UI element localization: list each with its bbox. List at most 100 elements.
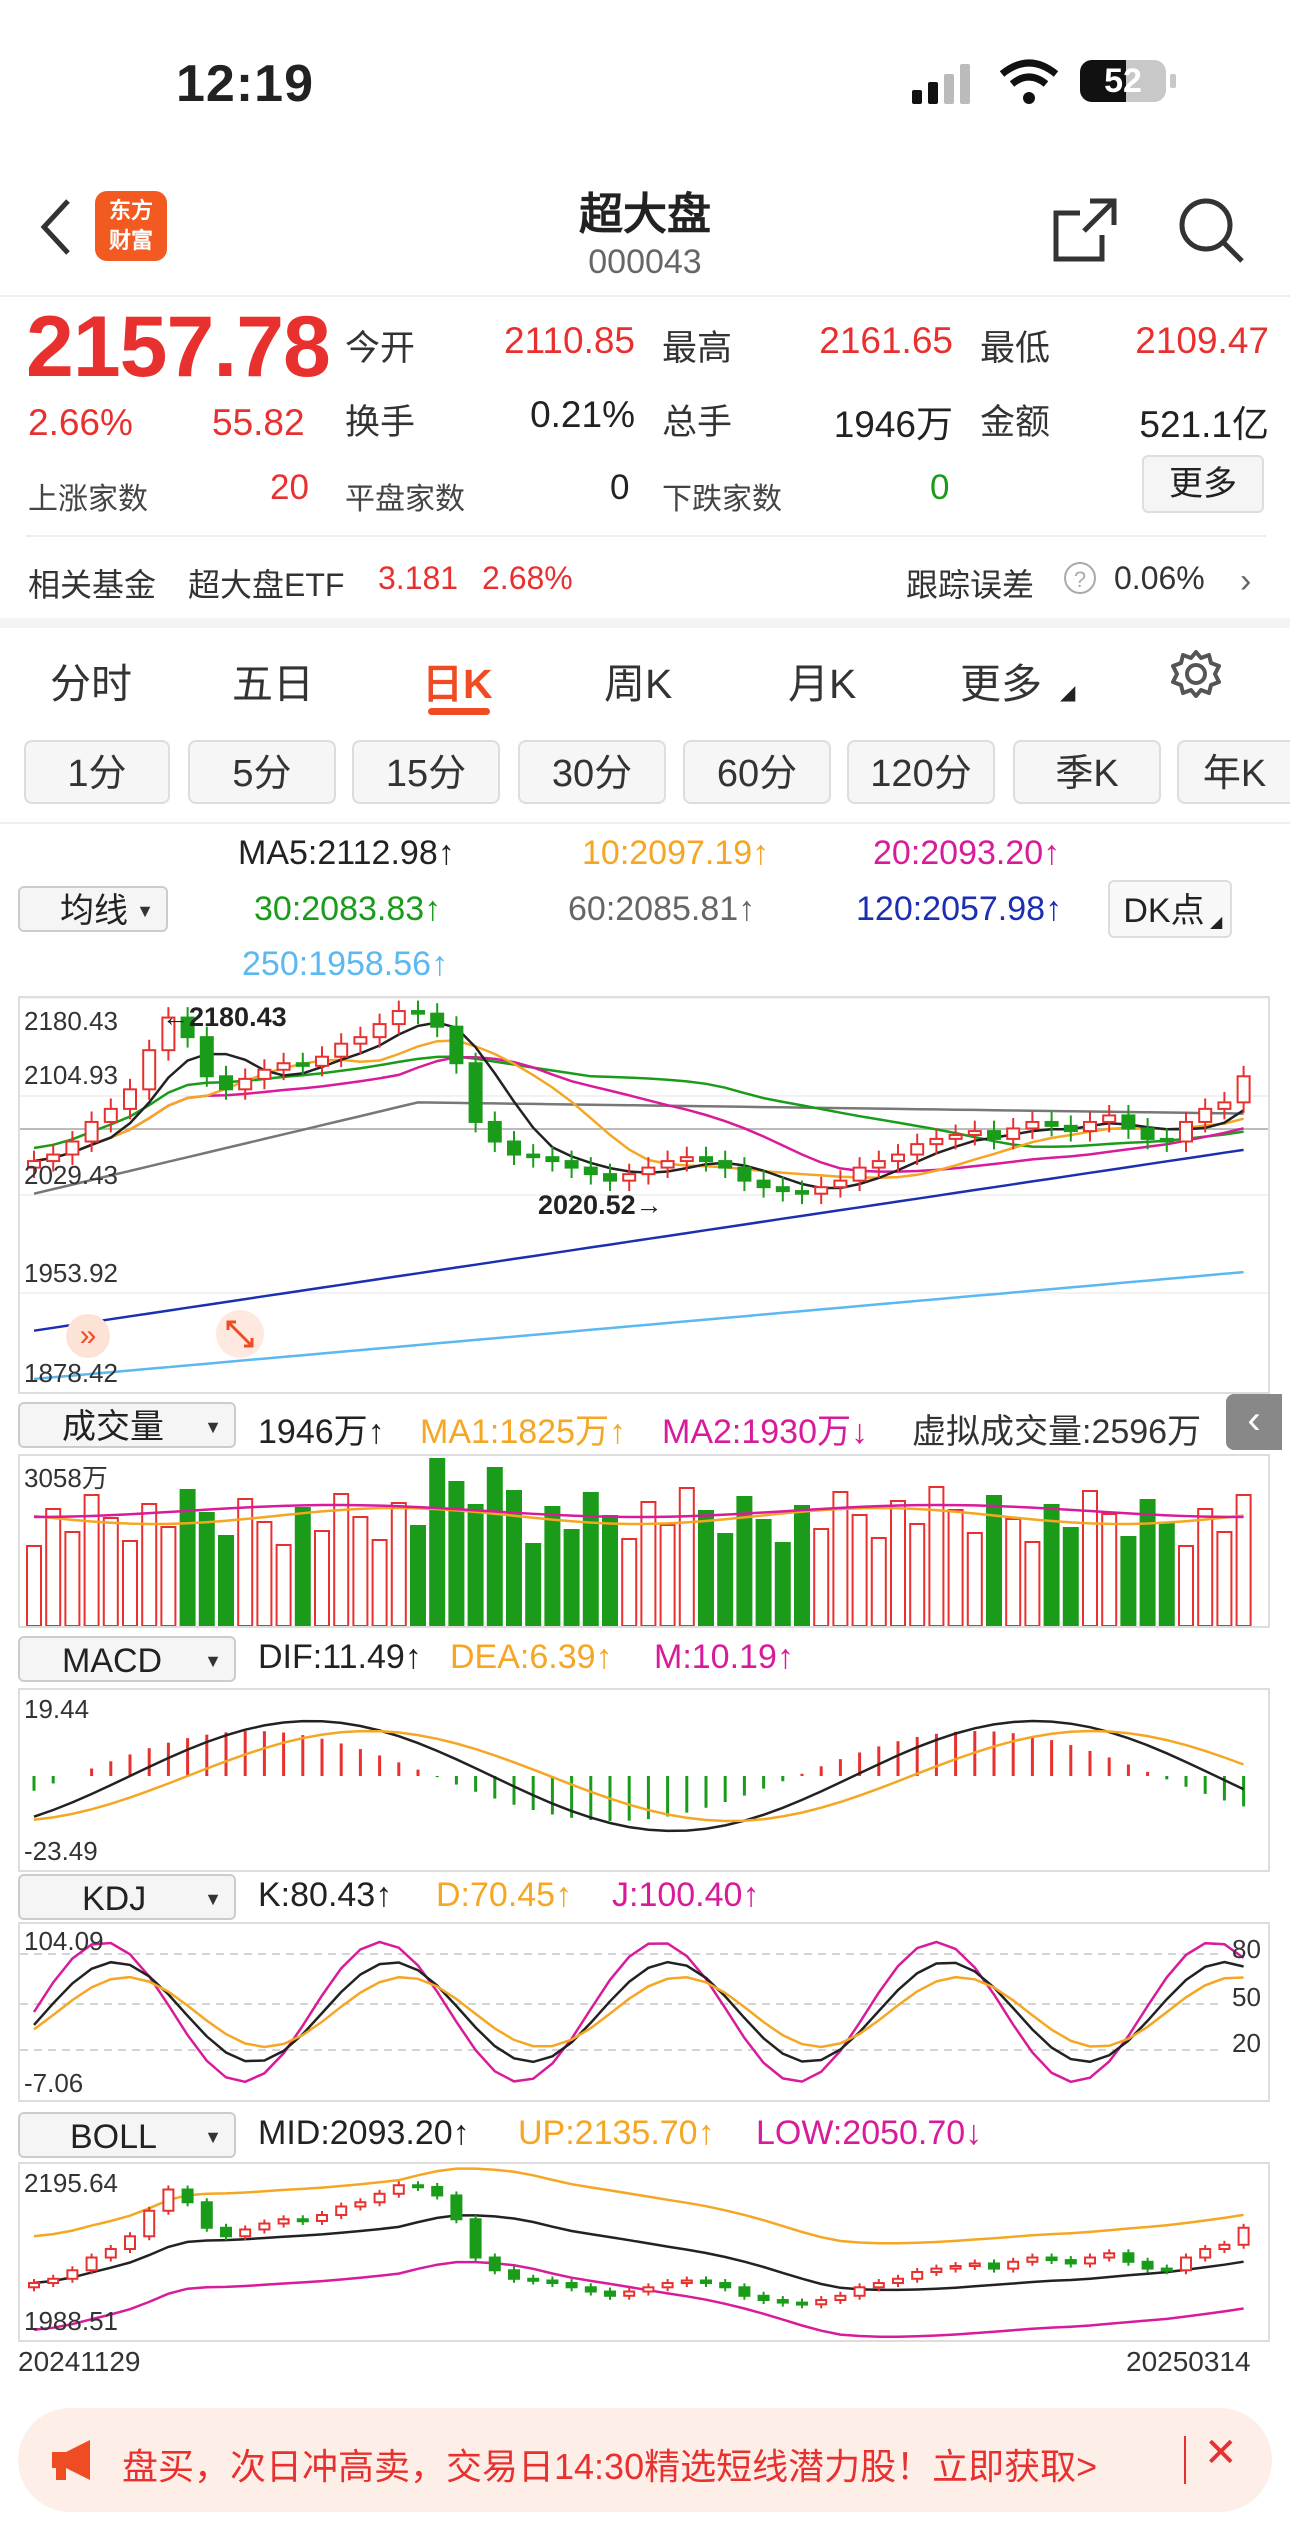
fullscreen-icon[interactable] [216,1310,264,1358]
flat-count: 0 [610,468,630,507]
expand-left-icon[interactable]: » [66,1314,110,1358]
start-date: 20241129 [18,2346,141,2377]
fund-price: 3.181 [378,560,459,596]
tab-more[interactable]: 更多 [960,661,1042,707]
low-label: 最低 [980,329,1051,368]
up-count-label: 上涨家数 [28,483,148,516]
kdj-d: D:70.45↑ [436,1876,573,1914]
down-count-label: 下跌家数 [662,483,782,516]
down-count: 0 [930,468,950,507]
top-nav: 东方 财富 超大盘 000043 [0,175,1290,297]
fund-label: 相关基金 [28,567,157,603]
more-button[interactable]: 更多 [1142,455,1264,513]
fund-pct: 2.68% [482,560,573,596]
period-30min[interactable]: 30分 [518,740,666,804]
macd-chart: 19.44 -23.49 [18,1688,1270,1872]
ma120-label: 120:2057.98↑ [856,890,1063,928]
change-amount: 55.82 [212,402,305,443]
megaphone-icon [46,2436,106,2489]
kdj-chart: 104.09 -7.06 80 50 20 [18,1922,1270,2102]
virtual-volume: 虚拟成交量:2596万 [912,1413,1202,1451]
search-icon[interactable] [1176,195,1246,270]
page-title: 超大盘 [579,190,711,239]
signal-icon [912,62,976,106]
ma-selector[interactable]: 均线 [18,886,168,934]
kdj-j: J:100.40↑ [612,1876,760,1914]
tracking-value: 0.06% [1114,560,1205,596]
tab-weekly-k[interactable]: 周K [604,661,673,707]
period-1min[interactable]: 1分 [24,740,170,804]
kdj-ref-50: 50 [1232,1982,1261,2012]
ma20-label: 20:2093.20↑ [873,834,1061,872]
boll-mid: MID:2093.20↑ [258,2114,470,2152]
volume-selector[interactable]: 成交量 [18,1402,236,1450]
period-5min[interactable]: 5分 [188,740,336,804]
high-label: 最高 [662,329,733,368]
kdj-ref-20: 20 [1232,2028,1261,2058]
ma60-label: 60:2085.81↑ [568,890,756,928]
turnover-label: 换手 [345,403,416,442]
macd-axis-bottom: -23.49 [24,1836,98,1866]
min-price-note: 2020.52→ [538,1190,663,1220]
kline-axis-4: 1953.92 [24,1258,118,1288]
boll-axis-top: 2195.64 [24,2168,118,2198]
ma30-label: 30:2083.83↑ [254,890,442,928]
promo-banner[interactable]: 盘买，次日冲高卖，交易日14:30精选短线潜力股！立即获取> ✕ [18,2408,1272,2512]
ma10-label: 10:2097.19↑ [582,834,770,872]
fund-name[interactable]: 超大盘ETF [188,567,345,603]
chevron-right-icon[interactable]: › [1240,562,1252,600]
battery-icon: 52 [1080,60,1176,102]
app-logo[interactable]: 东方 财富 [95,191,167,261]
volume-ma1: MA1:1825万↑ [420,1413,626,1451]
settings-gear-icon[interactable] [1170,648,1222,705]
share-icon[interactable] [1050,195,1120,270]
battery-level: 52 [1104,62,1142,100]
kdj-selector[interactable]: KDJ [18,1874,236,1922]
period-60min[interactable]: 60分 [683,740,831,804]
back-icon[interactable] [36,197,76,262]
volume-value: 1946万 [833,404,953,445]
period-120min[interactable]: 120分 [847,740,995,804]
kdj-ref-80: 80 [1232,1934,1261,1964]
kline-axis-2: 2104.93 [24,1060,118,1090]
macd-m: M:10.19↑ [654,1638,794,1676]
kdj-axis-bottom: -7.06 [24,2068,84,2098]
macd-selector[interactable]: MACD [18,1636,236,1684]
collapse-left-icon[interactable]: ‹ [1226,1394,1282,1450]
boll-axis-bottom: 1988.51 [24,2306,118,2336]
help-icon[interactable]: ? [1064,562,1096,594]
kdj-k: K:80.43↑ [258,1876,393,1914]
ma250-label: 250:1958.56↑ [242,945,449,983]
turnover-value: 0.21% [530,394,635,435]
amount-label: 金额 [980,403,1051,442]
tab-five-day[interactable]: 五日 [232,661,314,707]
amount-value: 521.1亿 [1139,404,1269,445]
kline-chart[interactable]: 2180.43 2104.93 2029.43 1953.92 1878.42 … [18,996,1270,1394]
high-value: 2161.65 [819,320,953,361]
volume-label: 总手 [662,403,733,442]
promo-text[interactable]: 盘买，次日冲高卖，交易日14:30精选短线潜力股！立即获取> [122,2446,1098,2487]
period-15min[interactable]: 15分 [352,740,500,804]
boll-up: UP:2135.70↑ [518,2114,715,2152]
dk-button[interactable]: DK点 [1108,880,1232,938]
change-percent: 2.66% [28,402,133,443]
open-label: 今开 [345,329,416,368]
close-icon[interactable]: ✕ [1204,2431,1238,2475]
tab-monthly-k[interactable]: 月K [788,661,857,707]
dk-corner-icon: ◢ [1210,914,1223,931]
active-tab-indicator [428,708,490,715]
status-bar: 12:19 52 [0,0,1290,175]
max-price-note: ←2180.43 [162,1002,287,1032]
stock-code: 000043 [588,243,702,281]
tab-daily-k[interactable]: 日K [422,661,493,707]
boll-chart: 2195.64 1988.51 [18,2162,1270,2342]
macd-dea: DEA:6.39↑ [450,1638,613,1676]
period-quarter-k[interactable]: 季K [1013,740,1161,804]
kline-axis-3: 2029.43 [24,1160,118,1190]
boll-selector[interactable]: BOLL [18,2112,236,2160]
boll-low: LOW:2050.70↓ [756,2114,983,2152]
period-year-k[interactable]: 年K [1177,740,1290,804]
volume-chart: 3058万 [18,1454,1270,1628]
tab-minute[interactable]: 分时 [50,661,132,707]
volume-value: 1946万↑ [258,1413,385,1451]
